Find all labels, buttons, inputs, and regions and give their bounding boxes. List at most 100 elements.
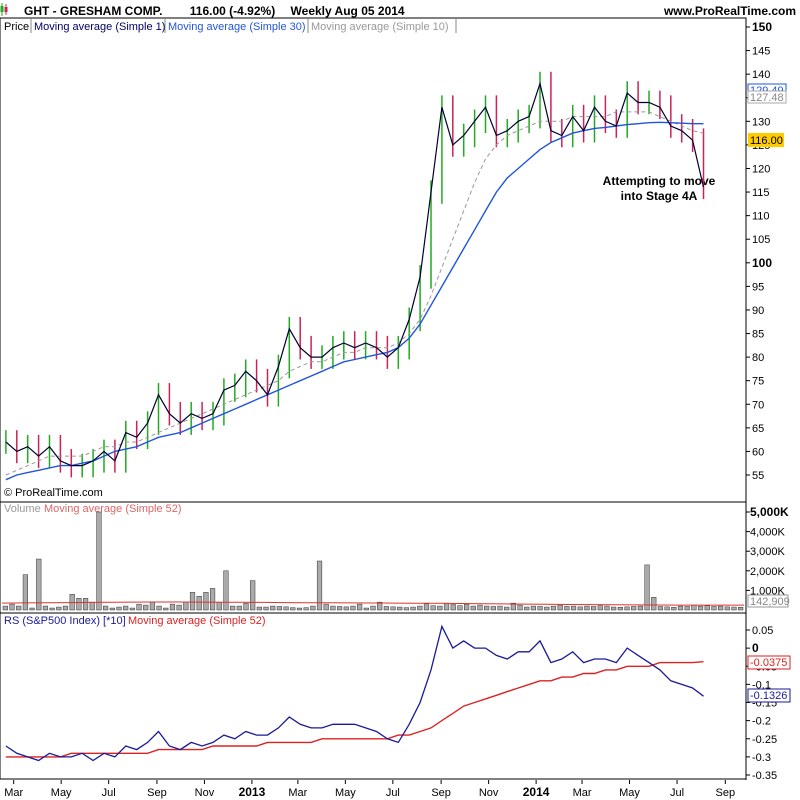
ma10-badge-text: 127.48 (750, 92, 784, 104)
volume-bar (223, 570, 229, 611)
legend-volume: Volume (4, 503, 41, 515)
volume-bar (497, 605, 503, 611)
volume-bar (36, 558, 42, 611)
volume-bar (570, 605, 577, 611)
rs-tick-label: 0.05 (752, 625, 773, 637)
x-tick-label: Nov (479, 787, 499, 799)
volume-bar (22, 574, 28, 611)
volume-bar (510, 602, 516, 611)
price-tick-label: 150 (752, 20, 772, 34)
ma30-line (5, 121, 704, 481)
volume-bar (209, 588, 216, 611)
volume-bar (611, 606, 617, 611)
legend-ma10: Moving average (Simple 10) (311, 21, 449, 33)
ticker-text: GHT - GRESHAM COMP. (24, 4, 163, 18)
volume-axis-ticks: 5,000K 4,000K 3,000K 2,000K 1,000K (746, 505, 789, 597)
volume-tick-label: 2,000K (750, 566, 786, 578)
volume-bar (103, 605, 109, 611)
volume-tick-label: 4,000K (750, 527, 786, 539)
volume-bar (283, 606, 289, 611)
rs-axis-ticks: 0.050-0.05-0.1-0.15-0.2-0.25-0.3-0.35 (746, 625, 777, 782)
volume-bar (370, 605, 376, 611)
volume-bar (9, 603, 15, 611)
price-tick-label: 105 (752, 234, 770, 246)
site-link[interactable]: www.ProRealTime.com (663, 4, 796, 18)
volume-bar (116, 606, 122, 611)
price-tick-label: 70 (752, 399, 764, 411)
x-tick-label: Sep (716, 787, 736, 799)
volume-bar (597, 605, 603, 611)
volume-bar (189, 592, 196, 611)
volume-bar (564, 606, 570, 611)
volume-tick-label: 1,000K (750, 585, 786, 597)
volume-bar (724, 606, 730, 611)
x-tick-label: Jul (386, 787, 400, 799)
last-price-badge-text: 116.00 (750, 135, 783, 147)
volume-bar (230, 605, 236, 611)
volume-bar (203, 592, 209, 611)
x-tick-label: May (335, 787, 356, 799)
volume-bar (657, 606, 664, 611)
volume-bar (216, 601, 222, 611)
volume-bar (76, 597, 82, 611)
volume-tick-label: 5,000K (750, 505, 789, 519)
rs-plot (5, 624, 704, 762)
price-badges: 129.49 127.48 116.00 (747, 83, 787, 147)
rs-tick-label: -0.35 (752, 770, 777, 782)
volume-bar (457, 605, 463, 611)
volume-bar (430, 605, 436, 611)
candlestick-logo-icon (0, 3, 8, 16)
price-tick-label: 60 (752, 446, 764, 458)
price-tick-label: 90 (752, 305, 764, 317)
volume-plot (1, 511, 744, 611)
volume-bar (490, 606, 496, 611)
volume-bar (56, 606, 62, 611)
rs-tick-label: -0.2 (752, 716, 771, 728)
volume-bar (42, 605, 49, 611)
volume-bar (544, 606, 550, 611)
volume-bar (330, 605, 336, 611)
rs-tick-label: 0 (752, 641, 759, 655)
x-tick-label: Sep (147, 787, 167, 799)
volume-bar (524, 606, 530, 611)
volume-bar (176, 604, 182, 611)
legend-rs: RS (S&P500 Index) [*10] (4, 615, 126, 627)
volume-bar (123, 605, 129, 611)
volume-bar (149, 601, 155, 611)
price-tick-label: 110 (752, 211, 770, 223)
volume-bar (143, 604, 149, 611)
volume-bar (270, 605, 276, 611)
volume-bar (537, 606, 543, 611)
x-tick-label: Jul (670, 787, 684, 799)
price-annotation: Attempting to move into Stage 4A (603, 174, 716, 203)
volume-bar (129, 607, 135, 611)
volume-bar (530, 605, 537, 611)
rs-tick-label: -0.1 (752, 679, 771, 691)
volume-bar (303, 607, 309, 611)
volume-bar (738, 607, 744, 611)
volume-bar (604, 605, 610, 611)
volume-bar (357, 603, 363, 611)
rs-ma-badge-text: -0.0375 (750, 657, 787, 669)
volume-bar (410, 606, 416, 611)
volume-bar (651, 597, 657, 611)
legend-rs-ma: Moving average (Simple 52) (128, 615, 266, 627)
volume-bar (256, 606, 262, 611)
price-panel-frame (0, 17, 747, 503)
price-tick-label: 85 (752, 329, 764, 341)
volume-tick-label: 3,000K (750, 546, 786, 558)
x-tick-label: Mar (288, 787, 307, 799)
volume-bar (16, 605, 22, 611)
volume-ma-line (1, 601, 744, 606)
rs-tick-label: -0.3 (752, 752, 771, 764)
legend-price: Price (4, 21, 29, 33)
price-tick-label: 140 (752, 69, 770, 81)
volume-bar (243, 602, 249, 611)
volume-bar (276, 606, 283, 611)
volume-bar (62, 605, 69, 611)
volume-bar (89, 601, 95, 611)
volume-bar (163, 607, 169, 611)
x-axis: Mar May Jul Sep Nov 2013 Mar May Jul Sep Nov 2014 Ma… (4, 780, 735, 799)
volume-bar (664, 606, 670, 611)
x-tick-label: 2014 (523, 785, 550, 799)
